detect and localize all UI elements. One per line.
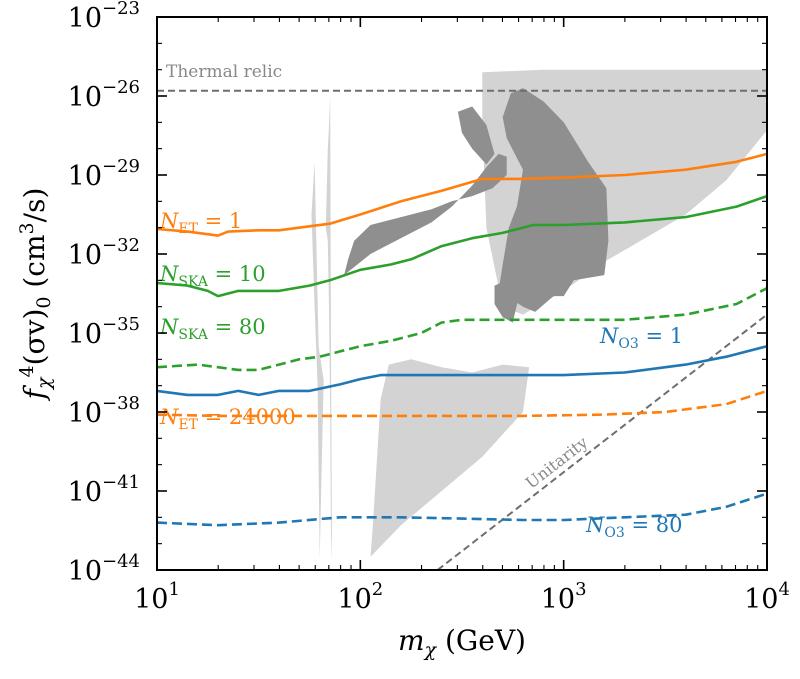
y-tick-label: 10−38	[68, 393, 140, 429]
region-light-1	[325, 96, 332, 563]
label-et1-prefix: N	[159, 209, 179, 233]
y-tick-label: 10−29	[68, 156, 140, 192]
y-tick-label: 10−23	[68, 0, 140, 34]
label-o31: NO3 = 1	[599, 324, 683, 352]
label-et24000-rest: = 24000	[198, 405, 296, 429]
label-ska80-rest: = 80	[208, 315, 266, 339]
tick-labels: 101 102 103 10410−4410−4110−3810−3510−3210−…	[68, 0, 790, 615]
x-tick-label-base: 10	[744, 584, 778, 615]
y-tick-label-base: 10	[68, 398, 102, 429]
y-tick-label: 10−35	[68, 314, 140, 350]
y-axis-title-mid: (σv)	[18, 309, 51, 366]
reference-lines	[157, 89, 768, 571]
y-tick-label-base: 10	[68, 556, 102, 587]
y-tick-label-base: 10	[68, 240, 102, 271]
y-tick-label-exp: −29	[102, 156, 140, 177]
x-tick-label: 104	[744, 579, 790, 615]
excluded-regions	[311, 69, 767, 563]
x-tick-label-exp: 2	[372, 579, 383, 600]
label-o31-prefix: N	[599, 324, 619, 348]
label-ska10-rest: = 10	[208, 262, 266, 286]
series-ska10-line	[156, 194, 768, 298]
label-et24000: NET = 24000	[159, 405, 296, 433]
region-dark-6	[344, 153, 507, 276]
y-tick-label: 10−41	[68, 472, 140, 508]
series-et24000-line	[156, 389, 768, 418]
y-axis-title-rest: (cm	[18, 234, 51, 296]
y-axis-title-sub: χ	[33, 376, 55, 391]
region-dark-8	[494, 280, 519, 323]
label-ska80-prefix: N	[159, 315, 179, 339]
y-tick-label-exp: −32	[102, 235, 140, 256]
y-axis-title-sub0: 0	[33, 297, 55, 309]
x-tick-label: 101	[134, 579, 180, 615]
sensitivity-curves	[156, 152, 768, 527]
y-axis-title: fχ4(σv)0 (cm3/s)	[16, 188, 55, 402]
y-tick-label-exp: −26	[102, 77, 140, 98]
label-o380: NO3 = 80	[585, 513, 682, 541]
region-dark-5	[498, 88, 609, 312]
label-ska80-sub: SKA	[178, 327, 208, 343]
x-tick-label: 102	[337, 579, 383, 615]
label-et1-rest: = 1	[198, 209, 242, 233]
label-ska80: NSKA = 80	[159, 315, 266, 343]
label-o380-sub: O3	[604, 525, 624, 541]
y-tick-label-exp: −44	[102, 551, 140, 572]
label-ska10: NSKA = 10	[159, 262, 266, 290]
label-et24000-sub: ET	[178, 417, 198, 433]
x-axis-title: mχ (GeV)	[398, 624, 526, 661]
x-axis-title-sub: χ	[423, 639, 438, 661]
y-tick-label-base: 10	[68, 161, 102, 192]
region-light-2	[370, 359, 530, 557]
y-tick-label: 10−32	[68, 235, 140, 271]
unitarity-label: Unitarity	[522, 433, 591, 493]
y-tick-label: 10−26	[68, 77, 140, 113]
series-et1-line	[156, 152, 768, 237]
label-o31-sub: O3	[618, 336, 638, 352]
x-axis-title-rest: (GeV)	[436, 624, 526, 657]
region-dark-7	[457, 106, 495, 165]
axis-ticks	[156, 16, 768, 571]
y-tick-label-base: 10	[68, 82, 102, 113]
x-tick-label-base: 10	[337, 584, 371, 615]
unitarity-line	[436, 313, 768, 571]
y-tick-label-base: 10	[68, 3, 102, 34]
y-tick-label-base: 10	[68, 319, 102, 350]
x-tick-label: 103	[541, 579, 587, 615]
label-o380-prefix: N	[585, 513, 605, 537]
x-axis-title-base: m	[398, 624, 425, 657]
y-axis-title-sup3: 3	[16, 222, 38, 234]
x-tick-label-base: 10	[541, 584, 575, 615]
x-tick-label-exp: 4	[778, 579, 789, 600]
label-ska10-sub: SKA	[178, 274, 208, 290]
x-tick-label-exp: 3	[575, 579, 586, 600]
label-et1-sub: ET	[178, 221, 198, 237]
y-tick-label-exp: −23	[102, 0, 140, 19]
series-o380-line	[156, 492, 768, 527]
y-tick-label: 10−44	[68, 551, 140, 587]
y-tick-label-exp: −41	[102, 472, 140, 493]
label-o380-rest: = 80	[625, 513, 683, 537]
label-et24000-prefix: N	[159, 405, 179, 429]
thermal-relic-label: Thermal relic	[166, 62, 282, 82]
y-tick-label-exp: −38	[102, 393, 140, 414]
x-tick-label-exp: 1	[168, 579, 179, 600]
label-ska10-prefix: N	[159, 262, 179, 286]
label-et1: NET = 1	[159, 209, 242, 237]
y-axis-title-sup: 4	[16, 365, 38, 377]
plot-frame	[156, 16, 768, 571]
y-tick-label-exp: −35	[102, 314, 140, 335]
label-o31-rest: = 1	[639, 324, 683, 348]
y-tick-label-base: 10	[68, 477, 102, 508]
series-o31-line	[156, 344, 768, 397]
region-light-0	[311, 161, 324, 560]
y-axis-title-end: /s)	[18, 188, 51, 223]
x-tick-label-base: 10	[134, 584, 168, 615]
